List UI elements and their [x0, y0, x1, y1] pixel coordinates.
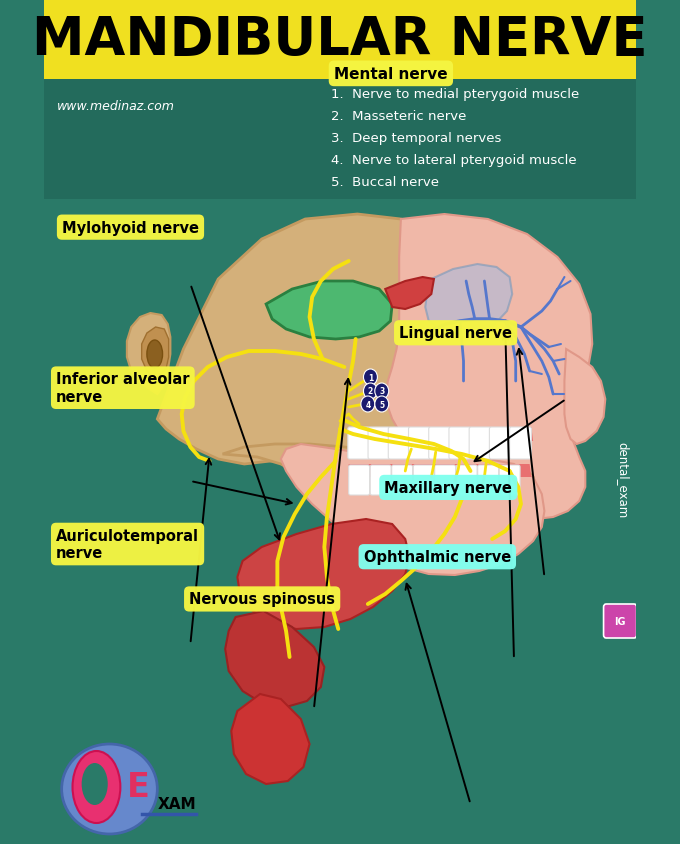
FancyBboxPatch shape [490, 428, 511, 459]
Polygon shape [237, 519, 409, 630]
FancyBboxPatch shape [604, 604, 636, 638]
FancyBboxPatch shape [435, 465, 456, 495]
Polygon shape [349, 428, 533, 441]
Circle shape [375, 397, 389, 413]
Circle shape [364, 370, 377, 386]
Polygon shape [266, 282, 392, 339]
FancyBboxPatch shape [509, 428, 531, 459]
Text: E: E [126, 771, 150, 803]
Ellipse shape [147, 341, 163, 369]
Text: Mylohyoid nerve: Mylohyoid nerve [62, 220, 199, 235]
Text: 3.  Deep temporal nerves: 3. Deep temporal nerves [331, 132, 502, 145]
FancyBboxPatch shape [409, 428, 430, 459]
FancyBboxPatch shape [370, 465, 391, 495]
FancyBboxPatch shape [428, 428, 450, 459]
Text: Maxillary nerve: Maxillary nerve [384, 480, 512, 495]
Polygon shape [157, 214, 492, 484]
FancyBboxPatch shape [348, 428, 369, 459]
Text: www.medinaz.com: www.medinaz.com [57, 100, 175, 113]
Text: 1.  Nerve to medial pterygoid muscle: 1. Nerve to medial pterygoid muscle [331, 88, 579, 101]
Text: Mental nerve: Mental nerve [334, 67, 447, 82]
Circle shape [361, 397, 375, 413]
Text: dental_exam: dental_exam [616, 441, 629, 517]
Polygon shape [564, 349, 605, 445]
Polygon shape [349, 464, 531, 478]
Polygon shape [141, 327, 169, 380]
FancyBboxPatch shape [349, 465, 369, 495]
Text: Nervous spinosus: Nervous spinosus [189, 592, 335, 607]
Bar [44, 0, 636, 80]
Text: 3: 3 [379, 387, 384, 396]
Text: XAM: XAM [157, 797, 196, 812]
Text: 4.  Nerve to lateral pterygoid muscle: 4. Nerve to lateral pterygoid muscle [331, 154, 577, 167]
FancyBboxPatch shape [449, 428, 471, 459]
Text: IG: IG [614, 616, 626, 626]
Polygon shape [281, 445, 545, 576]
Text: 5: 5 [379, 400, 384, 409]
Text: MANDIBULAR NERVE: MANDIBULAR NERVE [32, 14, 648, 66]
Polygon shape [222, 445, 536, 538]
Circle shape [375, 383, 389, 399]
Text: Ophthalmic nerve: Ophthalmic nerve [364, 549, 511, 565]
FancyBboxPatch shape [413, 465, 434, 495]
Ellipse shape [73, 751, 120, 823]
Ellipse shape [82, 763, 107, 805]
Text: 1: 1 [368, 373, 373, 382]
Text: 2: 2 [368, 387, 373, 396]
Text: Lingual nerve: Lingual nerve [399, 326, 512, 341]
FancyBboxPatch shape [368, 428, 390, 459]
Polygon shape [386, 214, 592, 519]
FancyBboxPatch shape [456, 465, 477, 495]
Bar [44, 80, 636, 200]
Text: 2.  Masseteric nerve: 2. Masseteric nerve [331, 110, 466, 123]
FancyBboxPatch shape [392, 465, 413, 495]
Text: 5.  Buccal nerve: 5. Buccal nerve [331, 176, 439, 189]
Polygon shape [127, 314, 171, 394]
Circle shape [364, 383, 377, 399]
Text: Auriculotemporal
nerve: Auriculotemporal nerve [56, 528, 199, 560]
FancyBboxPatch shape [477, 465, 498, 495]
Polygon shape [386, 278, 434, 310]
Text: 4: 4 [365, 400, 371, 409]
Polygon shape [425, 265, 512, 334]
FancyBboxPatch shape [499, 465, 520, 495]
FancyBboxPatch shape [388, 428, 410, 459]
Text: Inferior alveolar
nerve: Inferior alveolar nerve [56, 372, 190, 404]
Ellipse shape [62, 744, 157, 834]
Polygon shape [225, 611, 324, 707]
Polygon shape [231, 694, 309, 784]
FancyBboxPatch shape [469, 428, 491, 459]
